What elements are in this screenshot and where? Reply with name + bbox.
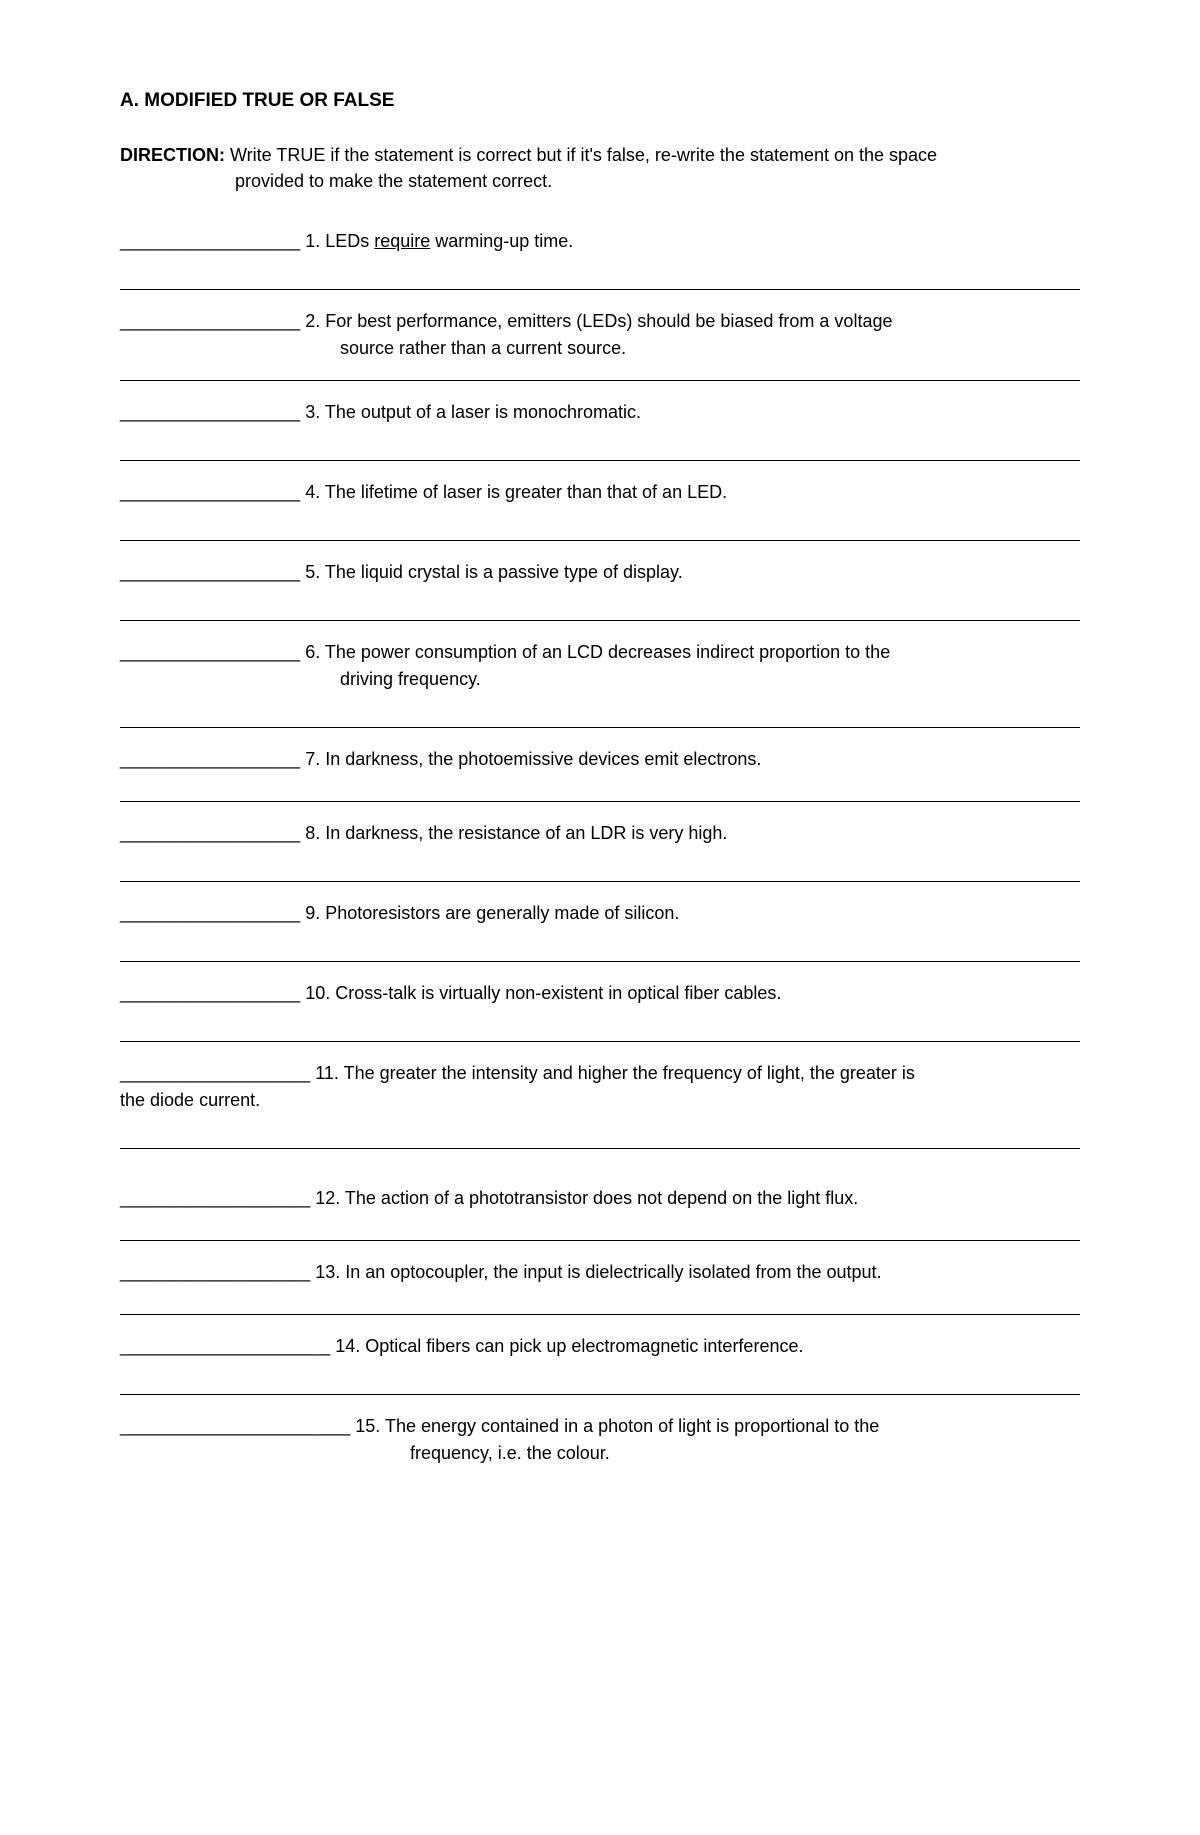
answer-blank[interactable]: ___________________ [120,1060,310,1087]
question-11: ___________________ 11. The greater the … [120,1060,1080,1177]
answer-blank[interactable]: __________________ [120,980,300,1007]
correction-line[interactable] [120,727,1080,728]
correction-line[interactable] [120,540,1080,541]
direction-label: DIRECTION: [120,145,225,165]
direction-text-line2: provided to make the statement correct. [120,168,552,194]
q1-pre: 1. LEDs [300,231,374,251]
question-15: _______________________ 15. The energy c… [120,1413,1080,1467]
q12-text: 12. The action of a phototransistor does… [310,1188,858,1208]
question-12: ___________________ 12. The action of a … [120,1185,1080,1241]
answer-blank[interactable]: __________________ [120,900,300,927]
direction-block: DIRECTION: Write TRUE if the statement i… [120,142,1080,194]
section-title: A. MODIFIED TRUE OR FALSE [120,90,1080,112]
q7-text: 7. In darkness, the photoemissive device… [300,749,761,769]
question-10: __________________ 10. Cross-talk is vir… [120,980,1080,1042]
question-8: __________________ 8. In darkness, the r… [120,820,1080,882]
q1-underlined: require [374,231,430,251]
q6-line2: driving frequency. [120,666,1080,693]
q9-text: 9. Photoresistors are generally made of … [300,903,679,923]
correction-line[interactable] [120,961,1080,962]
correction-line[interactable] [120,1394,1080,1395]
correction-line[interactable] [120,460,1080,461]
q5-text: 5. The liquid crystal is a passive type … [300,562,683,582]
q1-post: warming-up time. [430,231,573,251]
question-9: __________________ 9. Photoresistors are… [120,900,1080,962]
question-7: __________________ 7. In darkness, the p… [120,746,1080,802]
answer-blank[interactable]: __________________ [120,559,300,586]
question-13: ___________________ 13. In an optocouple… [120,1259,1080,1315]
correction-line[interactable] [120,380,1080,381]
q11-line1: 11. The greater the intensity and higher… [310,1063,915,1083]
correction-line[interactable] [120,1314,1080,1315]
correction-line[interactable] [120,1041,1080,1042]
correction-line[interactable] [120,801,1080,802]
q6-line1: 6. The power consumption of an LCD decre… [300,642,890,662]
q10-text: 10. Cross-talk is virtually non-existent… [300,983,781,1003]
answer-blank[interactable]: __________________ [120,639,300,666]
answer-blank[interactable]: ___________________ [120,1185,310,1212]
q3-text: 3. The output of a laser is monochromati… [300,402,641,422]
question-2: __________________ 2. For best performan… [120,308,1080,381]
correction-line[interactable] [120,1240,1080,1241]
answer-blank[interactable]: _______________________ [120,1413,350,1440]
q2-line1: 2. For best performance, emitters (LEDs)… [300,311,892,331]
q15-line2: frequency, i.e. the colour. [120,1440,1080,1467]
question-1: __________________ 1. LEDs require warmi… [120,228,1080,290]
question-14: _____________________ 14. Optical fibers… [120,1333,1080,1395]
question-6: __________________ 6. The power consumpt… [120,639,1080,728]
direction-text-line1: Write TRUE if the statement is correct b… [230,145,937,165]
q14-text: 14. Optical fibers can pick up electroma… [330,1336,803,1356]
correction-line[interactable] [120,881,1080,882]
worksheet-page: A. MODIFIED TRUE OR FALSE DIRECTION: Wri… [0,0,1200,1835]
answer-blank[interactable]: _____________________ [120,1333,330,1360]
question-4: __________________ 4. The lifetime of la… [120,479,1080,541]
answer-blank[interactable]: __________________ [120,479,300,506]
answer-blank[interactable]: __________________ [120,228,300,255]
q2-line2: source rather than a current source. [120,335,1080,362]
answer-blank[interactable]: ___________________ [120,1259,310,1286]
q15-line1: 15. The energy contained in a photon of … [350,1416,879,1436]
q11-line2: the diode current. [120,1090,260,1110]
question-5: __________________ 5. The liquid crystal… [120,559,1080,621]
q13-text: 13. In an optocoupler, the input is diel… [310,1262,881,1282]
correction-line[interactable] [120,1148,1080,1149]
answer-blank[interactable]: __________________ [120,746,300,773]
answer-blank[interactable]: __________________ [120,308,300,335]
q4-text: 4. The lifetime of laser is greater than… [300,482,727,502]
correction-line[interactable] [120,620,1080,621]
answer-blank[interactable]: __________________ [120,399,300,426]
correction-line[interactable] [120,289,1080,290]
answer-blank[interactable]: __________________ [120,820,300,847]
q8-text: 8. In darkness, the resistance of an LDR… [300,823,727,843]
question-3: __________________ 3. The output of a la… [120,399,1080,461]
